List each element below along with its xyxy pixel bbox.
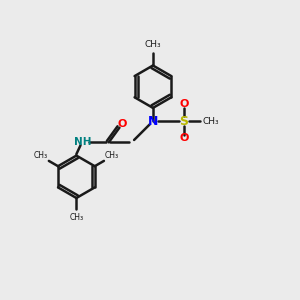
Text: CH₃: CH₃ — [202, 117, 219, 126]
Text: N: N — [148, 115, 158, 128]
Text: CH₃: CH₃ — [34, 151, 48, 160]
Text: O: O — [179, 133, 188, 143]
Text: NH: NH — [74, 137, 92, 147]
Text: S: S — [179, 115, 188, 128]
Text: CH₃: CH₃ — [69, 213, 83, 222]
Text: O: O — [179, 99, 188, 109]
Text: O: O — [117, 119, 127, 129]
Text: CH₃: CH₃ — [145, 40, 161, 49]
Text: CH₃: CH₃ — [105, 151, 119, 160]
